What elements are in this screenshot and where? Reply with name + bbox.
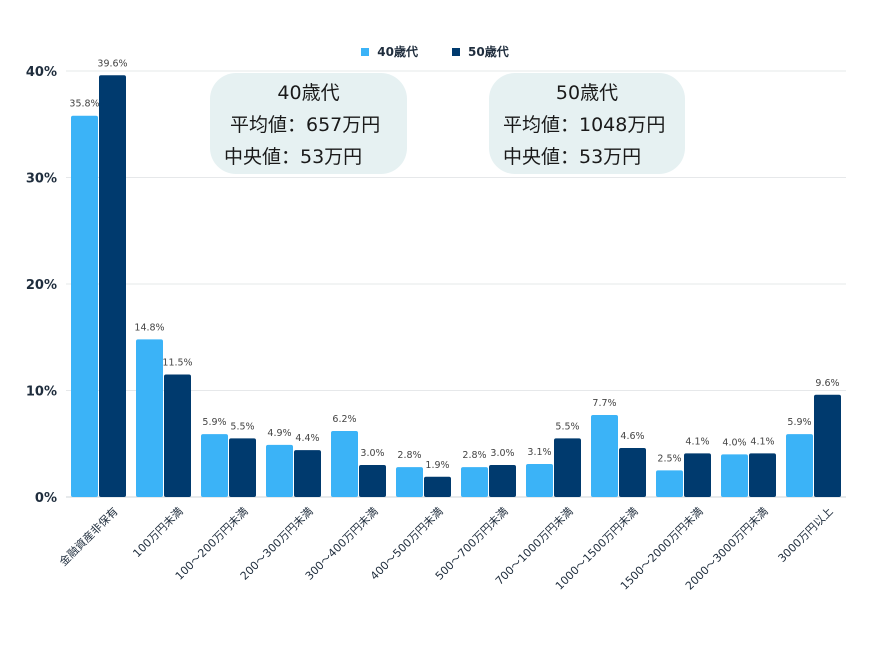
data-label: 14.8%	[134, 322, 164, 333]
bar	[814, 394, 841, 497]
y-tick-label: 20%	[26, 278, 57, 293]
bar	[164, 374, 191, 497]
data-label: 4.6%	[620, 431, 644, 442]
data-label: 1.9%	[425, 460, 449, 471]
bar	[396, 467, 423, 497]
bar	[266, 444, 293, 497]
bar	[721, 454, 748, 497]
legend-label-40s: 40歳代	[377, 45, 418, 59]
bar	[229, 438, 256, 497]
bar	[359, 465, 386, 497]
bar	[331, 430, 358, 497]
bar	[526, 463, 553, 497]
info-box-50s: 50歳代 平均値：1048万円 中央値：53万円	[489, 73, 685, 174]
data-label: 5.9%	[787, 417, 811, 428]
data-label: 39.6%	[97, 58, 127, 69]
y-tick-label: 10%	[26, 385, 57, 400]
data-label: 11.5%	[162, 358, 192, 369]
legend-label-50s: 50歳代	[468, 45, 509, 59]
bar	[619, 448, 646, 497]
bar	[136, 339, 163, 497]
data-label: 4.1%	[685, 436, 709, 447]
x-tick-label: 金融資産非保有	[56, 504, 120, 568]
bar	[99, 75, 126, 497]
bar	[71, 115, 98, 497]
chart-legend: 40歳代 50歳代	[0, 43, 870, 60]
data-label: 9.6%	[815, 378, 839, 389]
x-tick-label: 3000万円以上	[776, 505, 836, 565]
data-label: 4.0%	[722, 437, 746, 448]
bar	[489, 465, 516, 497]
data-label: 2.5%	[657, 453, 681, 464]
bar	[294, 450, 321, 497]
bar	[201, 434, 228, 497]
bar	[591, 414, 618, 497]
data-label: 5.5%	[555, 421, 579, 432]
data-label: 2.8%	[462, 450, 486, 461]
data-label: 4.4%	[295, 433, 319, 444]
y-tick-label: 40%	[26, 65, 57, 80]
info-box-median: 中央値：53万円	[503, 146, 642, 168]
bar	[554, 438, 581, 497]
y-tick-label: 0%	[35, 491, 57, 506]
data-label: 5.5%	[230, 421, 254, 432]
info-box-title: 40歳代	[277, 82, 340, 104]
data-label: 7.7%	[592, 398, 616, 409]
data-label: 4.1%	[750, 436, 774, 447]
data-label: 2.8%	[397, 450, 421, 461]
legend-item-40s: 40歳代	[361, 43, 418, 60]
bar	[461, 467, 488, 497]
bar	[749, 453, 776, 497]
info-box-40s: 40歳代 平均値：657万円 中央値：53万円	[210, 73, 407, 174]
data-label: 5.9%	[202, 417, 226, 428]
y-tick-label: 30%	[26, 172, 57, 187]
data-label: 4.9%	[267, 428, 291, 439]
data-label: 3.1%	[527, 447, 551, 458]
info-box-median: 中央値：53万円	[224, 146, 363, 168]
data-label: 3.0%	[490, 448, 514, 459]
legend-item-50s: 50歳代	[452, 43, 509, 60]
data-label: 6.2%	[332, 414, 356, 425]
info-box-mean: 平均値：657万円	[230, 114, 381, 136]
legend-swatch-50s	[452, 47, 460, 56]
bar	[424, 476, 451, 497]
info-box-title: 50歳代	[555, 82, 619, 104]
bar	[786, 434, 813, 497]
data-label: 3.0%	[360, 448, 384, 459]
info-box-mean: 平均値：1048万円	[503, 114, 666, 136]
legend-swatch-40s	[361, 47, 370, 56]
x-tick-label: 100万円未満	[130, 505, 185, 560]
data-label: 35.8%	[69, 99, 99, 110]
bar	[684, 453, 711, 497]
bar	[656, 470, 683, 497]
